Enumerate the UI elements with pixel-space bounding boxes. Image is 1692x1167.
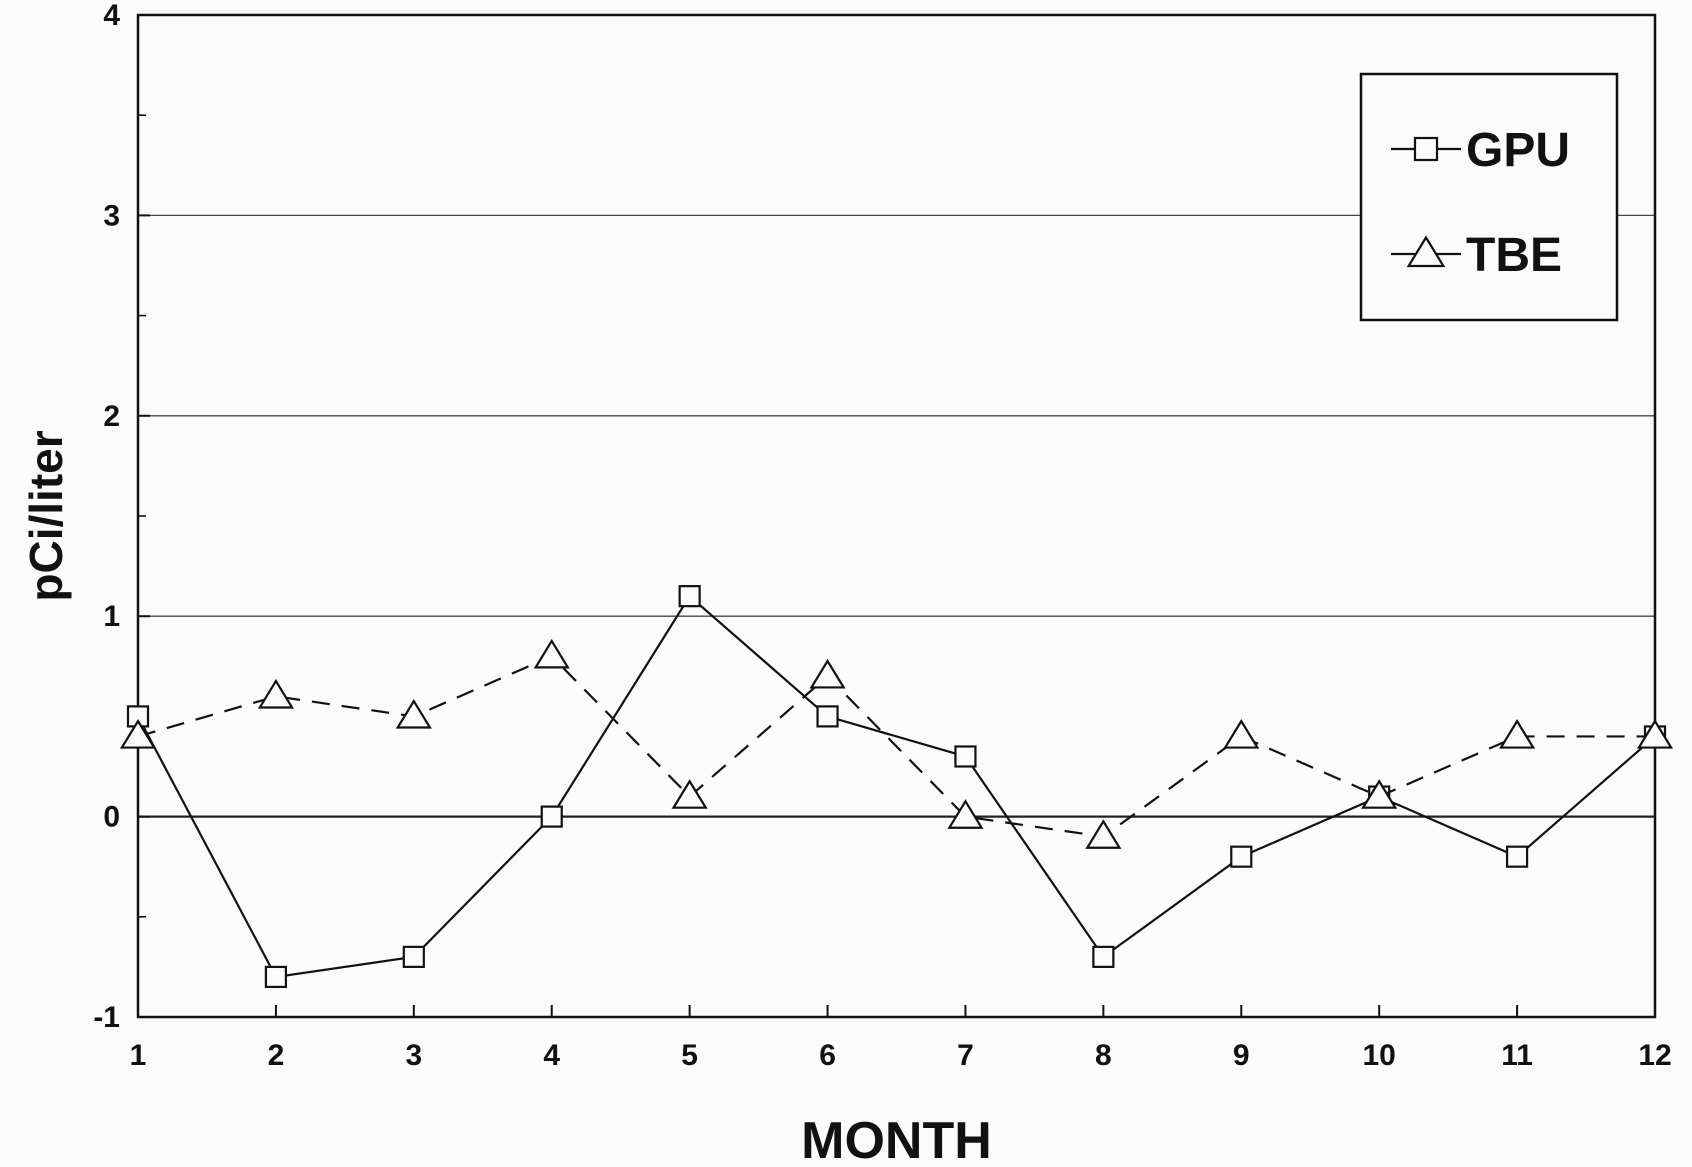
data-point-tbe <box>947 799 984 829</box>
data-point-tbe <box>119 719 157 749</box>
x-tick-label: 9 <box>1233 1039 1250 1072</box>
x-tick-label: 8 <box>1095 1039 1112 1072</box>
data-point-gpu <box>402 945 425 968</box>
data-point-tbe <box>533 638 570 669</box>
data-point-tbe <box>1636 719 1674 749</box>
x-tick-label: 12 <box>1638 1039 1671 1072</box>
legend-label-tbe: TBE <box>1466 229 1562 282</box>
x-tick-label: 3 <box>405 1039 422 1072</box>
y-tick-label: 2 <box>103 400 120 433</box>
y-tick-label: 4 <box>103 0 120 32</box>
legend-marker-tbe <box>1406 235 1446 268</box>
series-line-gpu <box>137 594 1656 979</box>
data-point-tbe <box>257 678 294 709</box>
data-point-tbe <box>1361 779 1398 809</box>
data-point-gpu <box>540 805 563 828</box>
data-point-gpu <box>1092 945 1115 968</box>
y-tick-label: 3 <box>103 199 120 232</box>
data-point-tbe <box>809 658 846 689</box>
x-tick-label: 6 <box>819 1039 836 1072</box>
data-point-tbe <box>1085 819 1122 849</box>
legend-box <box>1359 72 1619 322</box>
legend-items: GPU TBE <box>1391 124 1570 282</box>
series-tbe <box>119 638 1674 849</box>
x-axis-title: MONTH <box>801 1112 992 1167</box>
series-layer <box>119 585 1674 989</box>
x-tick-label: 5 <box>681 1039 698 1072</box>
x-tick-label: 10 <box>1362 1039 1395 1072</box>
data-point-tbe <box>395 698 432 729</box>
series-line-tbe <box>137 654 1655 838</box>
y-tick-label: 0 <box>103 801 120 834</box>
x-tick-label: 2 <box>268 1039 285 1072</box>
legend-label-gpu: GPU <box>1466 124 1570 177</box>
legend-item-gpu: GPU <box>1391 124 1570 177</box>
y-axis-title: pCi/liter <box>20 430 72 601</box>
legend-marker-gpu <box>1413 136 1439 162</box>
x-tick-label: 4 <box>543 1039 560 1072</box>
x-tick-label: 11 <box>1501 1039 1533 1072</box>
data-point-gpu <box>816 705 839 728</box>
y-tick-label: -1 <box>93 1001 120 1034</box>
data-point-tbe <box>1223 719 1260 749</box>
series-gpu <box>126 585 1667 989</box>
x-tick-label: 1 <box>130 1039 147 1072</box>
data-point-gpu <box>264 965 288 989</box>
data-point-gpu <box>1230 845 1253 868</box>
data-point-gpu <box>954 745 977 768</box>
legend-item-tbe: TBE <box>1391 229 1562 282</box>
data-point-gpu <box>678 585 701 608</box>
data-point-gpu <box>1505 845 1529 868</box>
data-point-tbe <box>671 779 708 809</box>
data-point-tbe <box>1499 719 1536 749</box>
x-tick-label: 7 <box>957 1039 974 1072</box>
legend: GPU TBE <box>1359 72 1619 322</box>
y-tick-label: 1 <box>103 600 120 633</box>
